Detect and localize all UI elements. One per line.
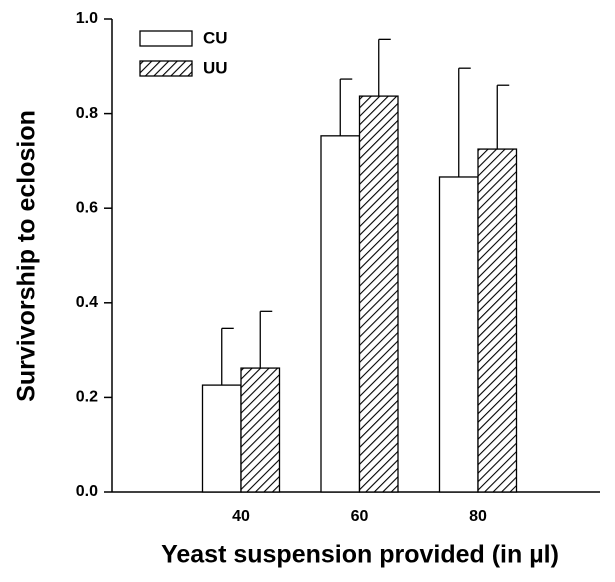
legend-swatch bbox=[139, 30, 193, 47]
y-tick-label: 0.4 bbox=[76, 294, 98, 311]
x-axis-title: Yeast suspension provided (in µl) bbox=[161, 541, 559, 569]
y-axis-title: Survivorship to eclosion bbox=[13, 110, 41, 402]
y-tick-label: 0.2 bbox=[76, 389, 98, 406]
x-tick-label: 60 bbox=[351, 508, 369, 525]
y-tick-label: 0.0 bbox=[76, 483, 98, 500]
bar bbox=[438, 176, 479, 493]
x-tick-label: 80 bbox=[469, 508, 487, 525]
bar bbox=[201, 384, 242, 493]
legend-swatch bbox=[139, 60, 193, 77]
legend-label: CU bbox=[203, 28, 228, 47]
bar bbox=[240, 367, 281, 493]
legend-label: UU bbox=[203, 58, 228, 77]
x-tick-label: 40 bbox=[232, 508, 250, 525]
y-tick-label: 1.0 bbox=[76, 10, 98, 27]
bar bbox=[477, 148, 518, 493]
y-tick-label: 0.6 bbox=[76, 199, 98, 216]
bar bbox=[320, 135, 361, 493]
y-tick-label: 0.8 bbox=[76, 105, 98, 122]
bar bbox=[358, 95, 399, 493]
